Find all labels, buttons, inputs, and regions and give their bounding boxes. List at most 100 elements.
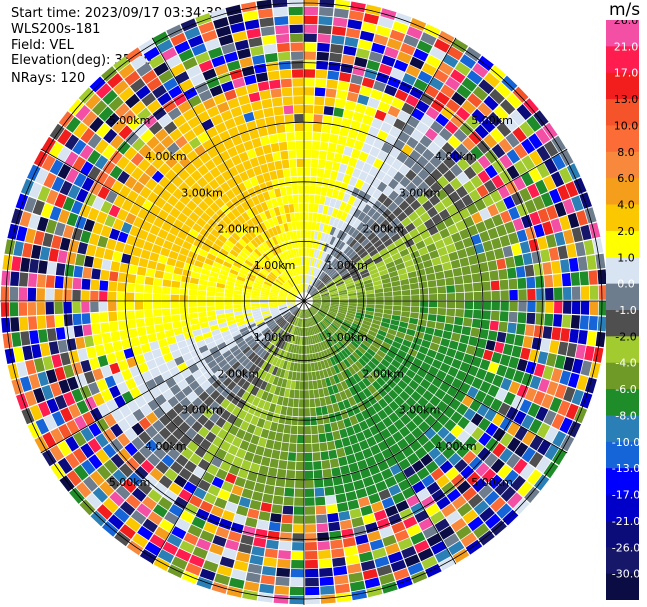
range-gate	[237, 48, 251, 60]
range-gate	[550, 368, 563, 383]
range-gate	[68, 350, 80, 364]
range-gate	[494, 480, 510, 496]
range-gate	[293, 326, 298, 335]
range-gate	[257, 193, 266, 203]
range-gate	[551, 260, 561, 274]
range-gate	[185, 562, 202, 576]
range-gate	[313, 231, 319, 240]
range-gate	[68, 99, 84, 116]
range-gate	[472, 62, 489, 78]
range-gate	[344, 100, 357, 111]
range-gate	[372, 402, 383, 413]
range-gate	[309, 287, 315, 294]
range-gate	[288, 294, 296, 298]
range-gate	[314, 398, 321, 407]
range-gate	[269, 297, 278, 300]
range-gate	[373, 138, 385, 150]
range-gate	[313, 461, 322, 470]
range-gate	[219, 269, 229, 277]
range-gate	[307, 309, 311, 317]
range-gate	[263, 557, 277, 567]
range-gate	[354, 103, 367, 114]
range-gate	[404, 353, 415, 363]
range-gate	[221, 387, 231, 398]
range-gate	[252, 454, 263, 465]
range-gate	[580, 224, 592, 241]
range-gate	[443, 269, 454, 278]
range-gate	[337, 135, 348, 146]
range-gate	[344, 214, 353, 224]
range-gate	[323, 350, 330, 359]
range-gate	[369, 539, 384, 551]
range-gate	[185, 234, 196, 245]
range-gate	[172, 188, 184, 200]
range-gate	[304, 87, 315, 96]
range-gate	[342, 537, 356, 548]
range-gate	[301, 248, 304, 257]
range-gate	[412, 480, 426, 494]
range-gate	[383, 405, 394, 416]
range-gate	[440, 106, 455, 120]
range-gate	[475, 462, 490, 477]
range-gate	[197, 402, 209, 414]
range-gate	[193, 239, 204, 249]
range-gate	[286, 269, 292, 278]
range-gate	[216, 282, 226, 289]
range-gate	[11, 378, 24, 395]
range-gate	[410, 502, 425, 515]
range-gate	[412, 217, 423, 228]
range-gate	[287, 222, 293, 231]
range-gate	[163, 77, 178, 92]
range-gate	[266, 61, 279, 72]
range-gate	[159, 440, 173, 454]
colorbar-bin	[606, 204, 639, 232]
range-gate	[304, 345, 307, 354]
range-gate	[406, 452, 420, 465]
range-gate	[20, 331, 31, 346]
range-gate	[38, 329, 48, 343]
range-gate	[487, 111, 502, 127]
range-gate	[96, 504, 113, 520]
range-gate	[283, 271, 290, 280]
range-gate	[358, 151, 369, 162]
range-gate	[395, 12, 412, 26]
range-gate	[329, 236, 336, 246]
range-gate	[328, 326, 336, 334]
range-gate	[554, 354, 566, 370]
range-gate	[184, 415, 197, 427]
range-gate	[243, 412, 254, 423]
range-gate	[253, 185, 262, 195]
range-gate	[490, 128, 505, 143]
range-gate	[341, 473, 353, 484]
range-gate	[343, 246, 352, 255]
range-gate	[199, 273, 209, 281]
range-gate	[335, 251, 343, 260]
range-gate	[270, 335, 278, 344]
range-gate	[213, 17, 229, 29]
range-gate	[141, 220, 153, 232]
range-gate	[227, 146, 238, 158]
range-gate	[514, 426, 528, 441]
range-gate	[344, 224, 352, 234]
range-gate	[437, 246, 448, 257]
range-gate	[447, 46, 464, 61]
range-gate	[260, 370, 268, 380]
range-gate	[279, 387, 286, 397]
range-gate	[260, 304, 269, 308]
range-gate	[340, 409, 349, 420]
range-gate	[84, 255, 94, 268]
range-gate	[470, 264, 480, 274]
range-gate	[238, 225, 248, 235]
range-gate	[414, 510, 429, 523]
range-gate	[175, 260, 185, 269]
range-gate	[457, 342, 468, 353]
range-gate	[304, 283, 307, 293]
range-gate	[346, 407, 355, 417]
range-gate	[296, 452, 304, 462]
range-gate	[282, 341, 288, 351]
range-gate	[243, 140, 254, 151]
range-gate	[393, 195, 405, 206]
range-gate	[528, 451, 544, 468]
range-gate	[417, 433, 430, 446]
range-gate	[420, 253, 431, 262]
